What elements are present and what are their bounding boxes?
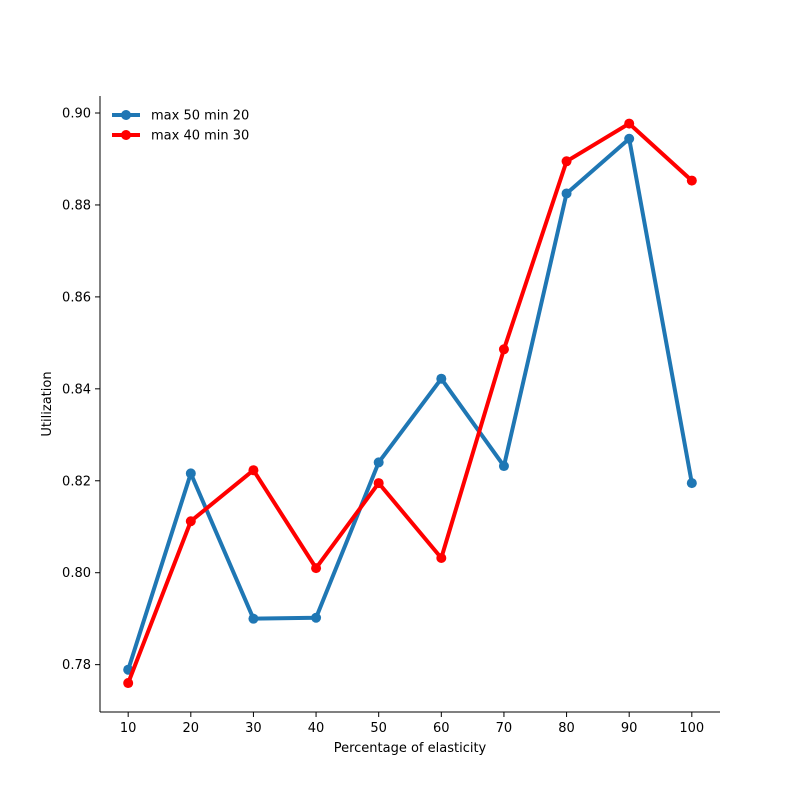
- data-point: [185, 516, 196, 527]
- series-line: [126, 136, 694, 672]
- x-ticks: 10 20 30 40 50 60 70 80 90 100: [120, 712, 704, 736]
- x-tick-label: 10: [120, 721, 137, 736]
- data-point: [123, 678, 134, 689]
- x-tick-label: 20: [183, 721, 200, 736]
- data-point: [498, 461, 509, 472]
- x-tick-label: 90: [621, 721, 638, 736]
- x-tick-label: 40: [308, 721, 325, 736]
- x-tick-label: 80: [558, 721, 575, 736]
- data-point: [248, 465, 259, 476]
- y-tick-label: 0.78: [62, 658, 91, 673]
- data-point: [373, 457, 384, 468]
- x-tick-label: 100: [679, 721, 704, 736]
- x-axis-label: Percentage of elasticity: [334, 741, 487, 756]
- data-point: [436, 553, 447, 563]
- y-tick-label: 0.84: [62, 382, 91, 397]
- data-point: [311, 612, 322, 623]
- series-1: [123, 133, 697, 675]
- legend-marker: [121, 130, 131, 140]
- data-point: [436, 373, 447, 384]
- data-point: [311, 563, 322, 574]
- series-line: [126, 121, 694, 686]
- data-point: [561, 188, 572, 199]
- x-tick-label: 30: [245, 721, 262, 736]
- data-point: [248, 613, 259, 624]
- axes: [99, 96, 720, 713]
- data-point: [185, 468, 196, 479]
- series-layer: [123, 118, 697, 689]
- legend-item: max 40 min 30: [112, 129, 249, 144]
- legend-label: max 50 min 20: [151, 109, 249, 124]
- y-tick-label: 0.90: [62, 107, 91, 122]
- data-point: [561, 156, 572, 167]
- data-point: [624, 133, 635, 144]
- data-point: [498, 344, 509, 355]
- y-ticks: 0.78 0.80 0.82 0.84 0.86 0.88 0.90: [62, 107, 100, 673]
- data-point: [624, 118, 635, 129]
- series-2: [123, 118, 697, 689]
- legend-marker: [121, 110, 131, 120]
- y-tick-label: 0.80: [62, 566, 91, 581]
- x-tick-label: 70: [496, 721, 513, 736]
- x-tick-label: 50: [370, 721, 387, 736]
- legend-item: max 50 min 20: [112, 109, 249, 124]
- y-axis-label: Utilization: [40, 371, 55, 436]
- x-tick-label: 60: [433, 721, 450, 736]
- legend-label: max 40 min 30: [151, 129, 249, 144]
- data-point: [373, 478, 384, 489]
- y-tick-label: 0.88: [62, 198, 91, 213]
- legend: max 50 min 20 max 40 min 30: [112, 109, 249, 144]
- data-point: [686, 175, 697, 186]
- y-tick-label: 0.82: [62, 474, 91, 489]
- y-tick-label: 0.86: [62, 290, 91, 305]
- data-point: [686, 478, 697, 489]
